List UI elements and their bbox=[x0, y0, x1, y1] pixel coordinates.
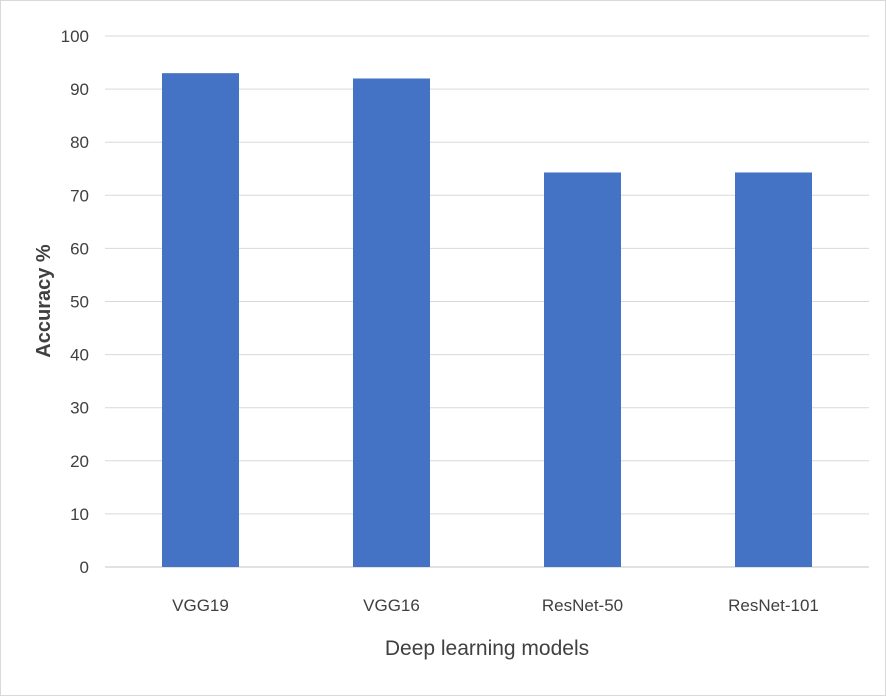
y-tick-label: 40 bbox=[70, 346, 89, 365]
bar-resnet-101 bbox=[735, 172, 812, 568]
x-axis-title: Deep learning models bbox=[385, 637, 589, 660]
bar-resnet-50 bbox=[544, 172, 621, 568]
x-tick-label: ResNet-101 bbox=[728, 596, 819, 615]
x-tick-label: VGG16 bbox=[363, 596, 420, 615]
y-tick-label: 70 bbox=[70, 186, 89, 205]
x-tick-label: ResNet-50 bbox=[542, 596, 623, 615]
bar-vgg19 bbox=[162, 73, 239, 568]
y-tick-label: 30 bbox=[70, 399, 89, 418]
y-tick-label: 60 bbox=[70, 239, 89, 258]
bars bbox=[162, 73, 812, 568]
x-tick-label: VGG19 bbox=[172, 596, 229, 615]
y-axis-title: Accuracy % bbox=[33, 244, 55, 358]
y-axis-ticks: 0 10 20 30 40 50 60 70 80 90 100 bbox=[61, 27, 89, 577]
x-axis-ticks: VGG19 VGG16 ResNet-50 ResNet-101 bbox=[172, 596, 819, 615]
y-tick-label: 80 bbox=[70, 133, 89, 152]
y-tick-label: 90 bbox=[70, 80, 89, 99]
y-tick-label: 0 bbox=[80, 558, 89, 577]
y-tick-label: 50 bbox=[70, 293, 89, 312]
bar-vgg16 bbox=[353, 78, 430, 567]
y-tick-label: 100 bbox=[61, 27, 89, 46]
y-tick-label: 20 bbox=[70, 452, 89, 471]
y-tick-label: 10 bbox=[70, 505, 89, 524]
